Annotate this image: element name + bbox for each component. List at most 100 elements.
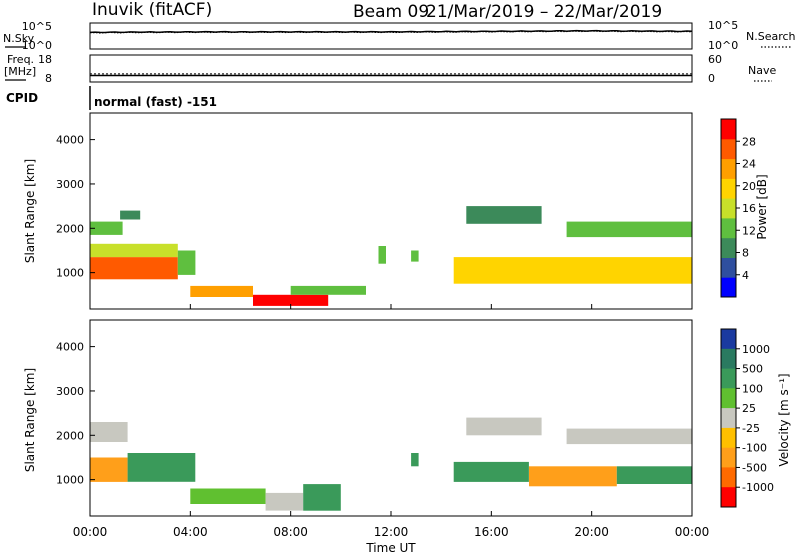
velocity-x-axis: 00:00 04:00 08:00 12:00 16:00 20:00 00:00 bbox=[73, 511, 710, 539]
power-ytick-label: 2000 bbox=[56, 222, 84, 235]
freq-right-label: Nave bbox=[748, 64, 776, 77]
power-colorbar-segment bbox=[721, 178, 736, 199]
freq-left-tick-top: 18 bbox=[38, 53, 52, 66]
velocity-colorbar-tick-label: -1000 bbox=[742, 481, 774, 494]
velocity-colorbar-segment bbox=[721, 427, 736, 449]
power-colorbar-tick-label: 28 bbox=[742, 135, 756, 148]
velocity-xtick-label: 04:00 bbox=[173, 525, 208, 539]
power-colorbar-segment bbox=[721, 138, 736, 160]
cpid-mode: normal (fast) -151 bbox=[94, 95, 217, 109]
noise-right-tick-top: 10^5 bbox=[708, 19, 738, 32]
velocity-colorbar-tick-label: -25 bbox=[742, 422, 760, 435]
noise-left-tick-bottom: 10^0 bbox=[22, 39, 52, 52]
power-cell bbox=[453, 257, 692, 284]
velocity-cell bbox=[265, 492, 304, 511]
velocity-ytick-label: 3000 bbox=[56, 385, 84, 398]
power-colorbar-segment bbox=[721, 217, 736, 239]
velocity-y-label: Slant Range [km] bbox=[23, 368, 37, 472]
frequency-panel: 18 8 Freq. [MHz] 60 0 Nave bbox=[4, 53, 776, 85]
power-colorbar: 4 8 12 16 20 24 28 bbox=[720, 118, 756, 298]
beam-label: Beam 09 bbox=[353, 2, 429, 22]
velocity-ytick-label: 1000 bbox=[56, 474, 84, 487]
x-axis-label: Time UT bbox=[365, 541, 416, 554]
power-colorbar-label: Power [dB] bbox=[755, 174, 769, 239]
power-panel: 1000 2000 3000 4000 Slant Range [km] 4 8 12 16… bbox=[23, 112, 769, 310]
power-cell bbox=[566, 221, 692, 238]
velocity-colorbar: 1000 500 100 25 -25 -100 -500 -1000 bbox=[720, 328, 774, 508]
velocity-ytick-label: 2000 bbox=[56, 429, 84, 442]
velocity-ytick-label: 4000 bbox=[56, 341, 84, 354]
noise-panel: 10^5 10^0 N.Sky 10^5 10^0 N.Search bbox=[3, 19, 796, 52]
velocity-colorbar-segment bbox=[721, 368, 736, 389]
freq-right-tick-top: 60 bbox=[708, 53, 722, 66]
cpid-label: CPID bbox=[6, 91, 38, 105]
power-ytick-label: 3000 bbox=[56, 178, 84, 191]
velocity-cell bbox=[190, 488, 266, 504]
velocity-cell bbox=[466, 417, 542, 436]
velocity-xtick-label: 20:00 bbox=[574, 525, 609, 539]
power-colorbar-tick-label: 16 bbox=[742, 202, 756, 215]
velocity-colorbar-tick-label: 100 bbox=[742, 382, 763, 395]
power-colorbar-segment bbox=[721, 119, 736, 140]
power-colorbar-segment bbox=[721, 257, 736, 278]
velocity-colorbar-segment bbox=[721, 348, 736, 370]
velocity-colorbar-segment bbox=[721, 447, 736, 468]
velocity-colorbar-tick-label: -100 bbox=[742, 442, 767, 455]
velocity-xtick-label: 08:00 bbox=[273, 525, 308, 539]
velocity-colorbar-frame bbox=[720, 328, 737, 508]
noise-right-label: N.Search bbox=[746, 30, 796, 43]
power-ytick-label: 1000 bbox=[56, 267, 84, 280]
velocity-xtick-label: 00:00 bbox=[73, 525, 108, 539]
power-colorbar-segment bbox=[721, 277, 736, 298]
velocity-cell bbox=[529, 466, 617, 487]
power-colorbar-segment bbox=[721, 198, 736, 219]
velocity-colorbar-tick-label: -500 bbox=[742, 461, 767, 474]
date-range: 21/Mar/2019 – 22/Mar/2019 bbox=[426, 2, 662, 22]
power-y-label: Slant Range [km] bbox=[23, 159, 37, 263]
freq-left-unit: [MHz] bbox=[4, 65, 36, 78]
power-cell bbox=[411, 250, 419, 262]
velocity-colorbar-segment bbox=[721, 329, 736, 350]
velocity-cell bbox=[303, 484, 341, 511]
velocity-xtick-label: 12:00 bbox=[374, 525, 409, 539]
velocity-colorbar-segment bbox=[721, 487, 736, 508]
velocity-colorbar-tick-label: 500 bbox=[742, 363, 763, 376]
velocity-background bbox=[90, 320, 692, 516]
velocity-y-axis: 1000 2000 3000 4000 bbox=[56, 341, 95, 487]
velocity-colorbar-segment bbox=[721, 388, 736, 409]
station-title: Inuvik (fitACF) bbox=[92, 0, 212, 20]
power-x-ticks bbox=[89, 304, 693, 309]
noise-frame bbox=[89, 22, 693, 50]
freq-right-tick-bottom: 0 bbox=[708, 72, 715, 85]
velocity-cell bbox=[411, 453, 419, 467]
velocity-cell bbox=[90, 422, 128, 442]
power-ytick-label: 4000 bbox=[56, 134, 84, 147]
velocity-colorbar-label: Velocity [m s⁻¹] bbox=[777, 373, 791, 466]
noise-left-label: N.Sky bbox=[3, 32, 35, 45]
freq-left-label: Freq. bbox=[7, 53, 34, 66]
velocity-cell bbox=[616, 466, 693, 484]
power-cell bbox=[378, 246, 386, 264]
velocity-colorbar-tick-label: 1000 bbox=[742, 343, 770, 356]
velocity-cell bbox=[453, 461, 529, 482]
power-colorbar-segment bbox=[721, 158, 736, 179]
power-colorbar-tick-label: 8 bbox=[742, 247, 749, 260]
velocity-cell bbox=[566, 428, 692, 445]
noise-left-tick-top: 10^5 bbox=[22, 20, 52, 33]
power-colorbar-segment bbox=[721, 237, 736, 258]
freq-left-tick-bottom: 8 bbox=[45, 72, 52, 85]
power-cell bbox=[90, 221, 123, 235]
power-colorbar-tick-label: 24 bbox=[742, 158, 756, 171]
power-cell bbox=[290, 285, 366, 295]
velocity-xtick-label: 00:00 bbox=[675, 525, 710, 539]
power-cell bbox=[177, 250, 196, 275]
power-cell bbox=[466, 206, 542, 224]
velocity-cell bbox=[127, 453, 196, 482]
velocity-cell bbox=[90, 457, 128, 482]
noise-search-series bbox=[90, 30, 693, 34]
power-cell bbox=[253, 294, 329, 306]
noise-right-tick-bottom: 10^0 bbox=[708, 39, 738, 52]
velocity-colorbar-tick-label: 25 bbox=[742, 402, 756, 415]
power-colorbar-tick-label: 4 bbox=[742, 269, 749, 282]
power-cell bbox=[120, 210, 141, 220]
